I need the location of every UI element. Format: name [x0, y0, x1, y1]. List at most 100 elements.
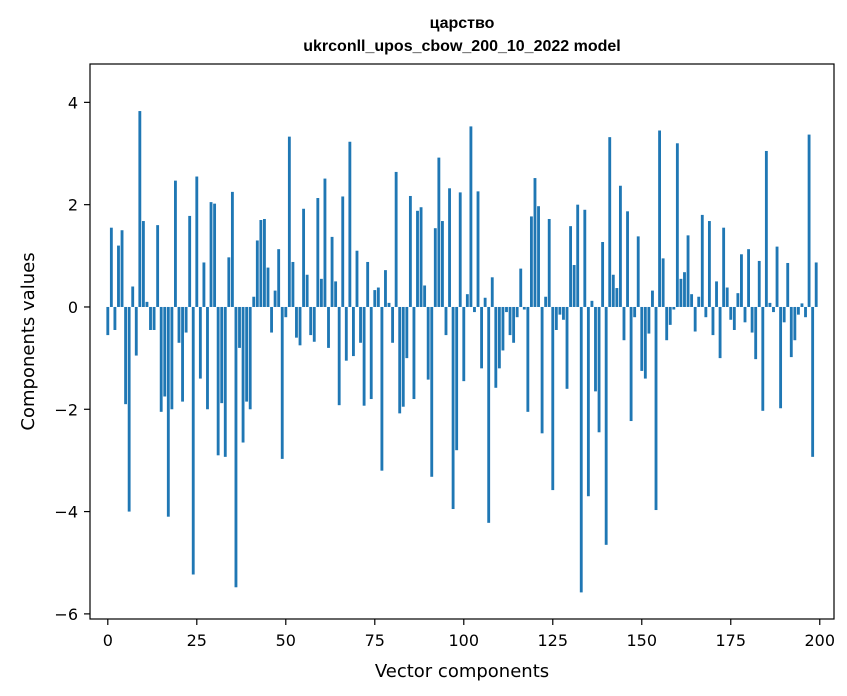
bar [223, 306, 227, 457]
bar [636, 236, 640, 307]
bar [615, 288, 619, 307]
bar [234, 306, 238, 588]
bar [675, 143, 679, 307]
bar [109, 227, 113, 307]
bar [195, 176, 199, 307]
bar [366, 261, 370, 307]
bar [562, 306, 565, 320]
bar [594, 306, 597, 392]
bar [458, 192, 462, 307]
bar [451, 306, 455, 510]
bar [722, 227, 726, 307]
bar [608, 137, 612, 307]
bar [284, 306, 288, 318]
bar [697, 296, 701, 307]
bar [152, 306, 156, 330]
bar [380, 306, 384, 471]
bar [473, 306, 476, 313]
bar [166, 306, 170, 517]
bar [658, 130, 661, 307]
bar [622, 306, 626, 341]
plot-frame [89, 63, 835, 620]
bar [747, 249, 750, 307]
bar [387, 302, 391, 307]
bar [131, 286, 135, 307]
bar [405, 306, 409, 359]
bar [273, 290, 277, 307]
bar [811, 306, 815, 457]
bar [213, 203, 217, 307]
bar [170, 306, 174, 410]
bar [597, 306, 601, 433]
bar [309, 306, 313, 336]
bar [750, 306, 754, 333]
bar [145, 301, 149, 307]
bar [263, 218, 266, 307]
bar [754, 306, 758, 360]
bar [579, 306, 583, 593]
bar [512, 306, 516, 343]
bar [430, 306, 434, 477]
bar [704, 306, 708, 318]
bar [569, 226, 572, 307]
bar [245, 306, 249, 402]
bar [330, 236, 334, 307]
bar [426, 306, 430, 380]
bar [266, 267, 270, 307]
bar [604, 306, 608, 545]
bar [715, 281, 718, 307]
bar [633, 306, 637, 318]
bar [295, 306, 298, 338]
bar [761, 306, 765, 411]
bar [804, 306, 807, 318]
bar [693, 306, 697, 332]
bar [255, 240, 259, 307]
bar [184, 306, 188, 333]
bar [448, 188, 451, 307]
bar [786, 262, 790, 307]
bar [355, 250, 359, 307]
bar [700, 214, 704, 307]
bar [191, 306, 195, 575]
bar [198, 306, 202, 379]
bar [640, 306, 644, 371]
bar [352, 306, 355, 357]
bar [554, 306, 558, 330]
x-tick-label: 200 [804, 631, 835, 650]
bar [391, 306, 395, 343]
bar [590, 300, 594, 307]
bar [455, 306, 459, 451]
bar [270, 306, 273, 333]
bar [359, 306, 362, 343]
bar [319, 278, 323, 307]
bar [252, 296, 256, 307]
x-axis-ticks: 0 25 50 75 100 125 150 175 200 [103, 619, 835, 650]
bar [465, 294, 469, 307]
bar [316, 198, 320, 307]
y-tick-label: −4 [54, 503, 78, 522]
y-tick-label: −6 [54, 605, 78, 624]
bar [433, 228, 437, 307]
bar [202, 262, 206, 307]
bar [384, 270, 387, 307]
bar [159, 306, 163, 412]
bar [327, 306, 330, 348]
bar [469, 126, 473, 307]
bar [341, 196, 345, 307]
bar [181, 306, 184, 402]
bar [230, 191, 234, 307]
bar [419, 207, 423, 307]
x-tick-label: 0 [103, 631, 113, 650]
bar [227, 257, 231, 307]
bar [117, 245, 120, 307]
bar [679, 278, 683, 307]
bar [740, 254, 743, 307]
bar [416, 210, 419, 307]
bar [508, 306, 512, 336]
bar [775, 246, 779, 307]
bar [768, 302, 772, 307]
bar [732, 306, 736, 330]
bar [629, 306, 633, 422]
y-tick-label: 4 [68, 93, 78, 112]
bar [291, 261, 295, 307]
